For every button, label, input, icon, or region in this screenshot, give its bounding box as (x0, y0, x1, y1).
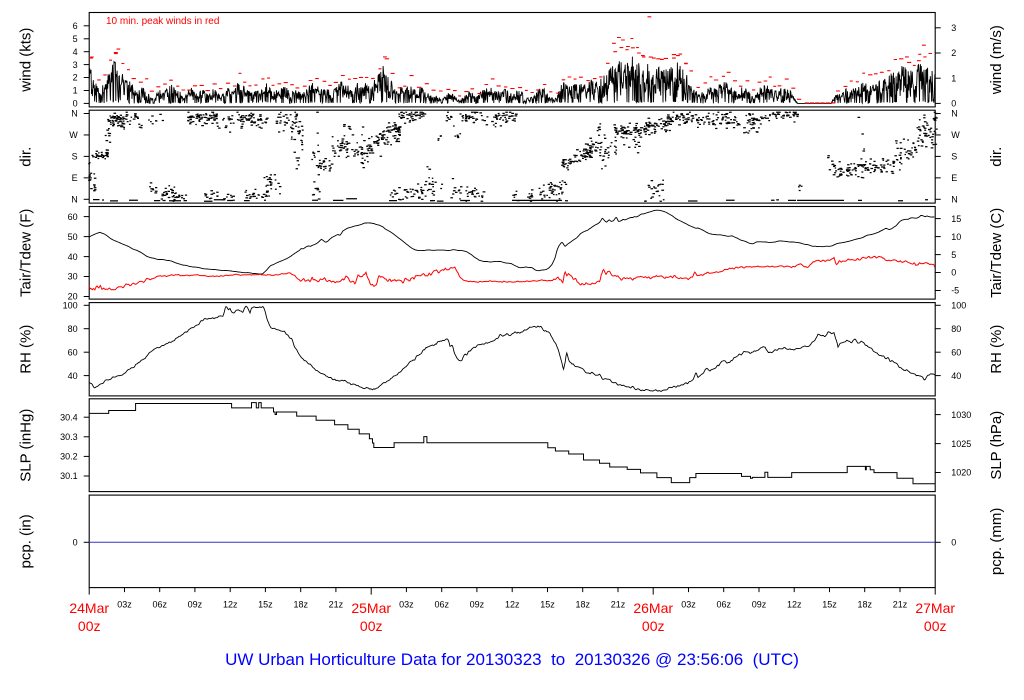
svg-text:0: 0 (951, 99, 956, 109)
svg-text:N: N (71, 109, 78, 119)
svg-text:10 min. peak winds in red: 10 min. peak winds in red (106, 16, 219, 27)
svg-text:00z: 00z (78, 618, 101, 634)
svg-text:15z: 15z (540, 600, 555, 610)
svg-text:25Mar: 25Mar (351, 600, 391, 616)
svg-text:21z: 21z (329, 600, 344, 610)
svg-text:15z: 15z (258, 600, 273, 610)
svg-text:0: 0 (73, 538, 78, 548)
svg-text:dir.: dir. (18, 147, 35, 167)
svg-text:09z: 09z (752, 600, 767, 610)
svg-text:03z: 03z (681, 600, 696, 610)
svg-text:2: 2 (951, 48, 956, 58)
svg-text:06z: 06z (434, 600, 449, 610)
svg-text:E: E (72, 173, 78, 183)
svg-text:15: 15 (951, 214, 961, 224)
svg-text:60: 60 (951, 347, 961, 357)
svg-text:50: 50 (68, 232, 78, 242)
svg-text:SLP (inHg): SLP (inHg) (18, 409, 35, 482)
svg-text:N: N (951, 195, 958, 205)
svg-text:60: 60 (68, 212, 78, 222)
svg-text:Tair/Tdew (F): Tair/Tdew (F) (18, 209, 35, 297)
svg-text:00z: 00z (924, 618, 947, 634)
svg-text:wind (m/s): wind (m/s) (988, 25, 1005, 95)
svg-text:26Mar: 26Mar (633, 600, 673, 616)
svg-text:1020: 1020 (951, 468, 971, 478)
svg-text:1: 1 (951, 73, 956, 83)
svg-text:1030: 1030 (951, 410, 971, 420)
svg-text:5: 5 (73, 34, 78, 44)
svg-text:100: 100 (63, 301, 78, 311)
svg-text:6: 6 (73, 21, 78, 31)
svg-text:21z: 21z (893, 600, 908, 610)
svg-text:40: 40 (951, 371, 961, 381)
svg-text:40: 40 (68, 371, 78, 381)
svg-text:E: E (951, 173, 957, 183)
svg-text:0: 0 (951, 538, 956, 548)
svg-text:W: W (69, 130, 78, 140)
svg-text:03z: 03z (117, 600, 132, 610)
svg-text:dir.: dir. (988, 147, 1005, 167)
svg-text:N: N (71, 195, 78, 205)
svg-text:RH (%): RH (%) (18, 325, 35, 374)
svg-text:40: 40 (68, 252, 78, 262)
svg-text:12z: 12z (223, 600, 238, 610)
svg-text:3: 3 (951, 23, 956, 33)
svg-text:100: 100 (951, 301, 966, 311)
svg-text:20: 20 (68, 292, 78, 302)
svg-text:30.2: 30.2 (60, 452, 78, 462)
svg-text:06z: 06z (152, 600, 167, 610)
svg-text:pcp. (mm): pcp. (mm) (988, 508, 1005, 576)
svg-text:80: 80 (68, 324, 78, 334)
svg-text:15z: 15z (822, 600, 837, 610)
svg-text:18z: 18z (575, 600, 590, 610)
svg-text:30.1: 30.1 (60, 471, 78, 481)
svg-text:18z: 18z (293, 600, 308, 610)
svg-text:wind (kts): wind (kts) (18, 28, 35, 93)
svg-text:30: 30 (68, 272, 78, 282)
svg-text:W: W (951, 130, 960, 140)
svg-text:18z: 18z (857, 600, 872, 610)
svg-text:3: 3 (73, 60, 78, 70)
svg-text:21z: 21z (611, 600, 626, 610)
svg-text:0: 0 (73, 99, 78, 109)
svg-text:SLP (hPa): SLP (hPa) (988, 411, 1005, 480)
svg-text:0: 0 (951, 268, 956, 278)
svg-text:UW Urban Horticulture Data for: UW Urban Horticulture Data for 20130323 … (225, 650, 799, 669)
svg-text:1: 1 (73, 86, 78, 96)
svg-text:24Mar: 24Mar (69, 600, 109, 616)
svg-text:03z: 03z (399, 600, 414, 610)
svg-text:80: 80 (951, 324, 961, 334)
svg-text:S: S (72, 152, 78, 162)
svg-text:S: S (951, 152, 957, 162)
svg-text:00z: 00z (642, 618, 665, 634)
svg-text:pcp. (in): pcp. (in) (18, 514, 35, 568)
svg-text:RH (%): RH (%) (988, 325, 1005, 374)
svg-text:12z: 12z (505, 600, 520, 610)
svg-text:09z: 09z (188, 600, 203, 610)
svg-text:30.4: 30.4 (60, 412, 78, 422)
svg-text:27Mar: 27Mar (915, 600, 955, 616)
svg-text:30.3: 30.3 (60, 432, 78, 442)
svg-text:-5: -5 (951, 286, 959, 296)
svg-text:5: 5 (951, 250, 956, 260)
svg-text:10: 10 (951, 232, 961, 242)
svg-text:12z: 12z (787, 600, 802, 610)
svg-text:06z: 06z (716, 600, 731, 610)
svg-text:00z: 00z (360, 618, 383, 634)
svg-text:N: N (951, 109, 958, 119)
svg-text:09z: 09z (470, 600, 485, 610)
svg-text:60: 60 (68, 347, 78, 357)
svg-text:1025: 1025 (951, 439, 971, 449)
svg-text:Tair/Tdew (C): Tair/Tdew (C) (988, 208, 1005, 298)
svg-text:4: 4 (73, 47, 78, 57)
svg-text:2: 2 (73, 73, 78, 83)
